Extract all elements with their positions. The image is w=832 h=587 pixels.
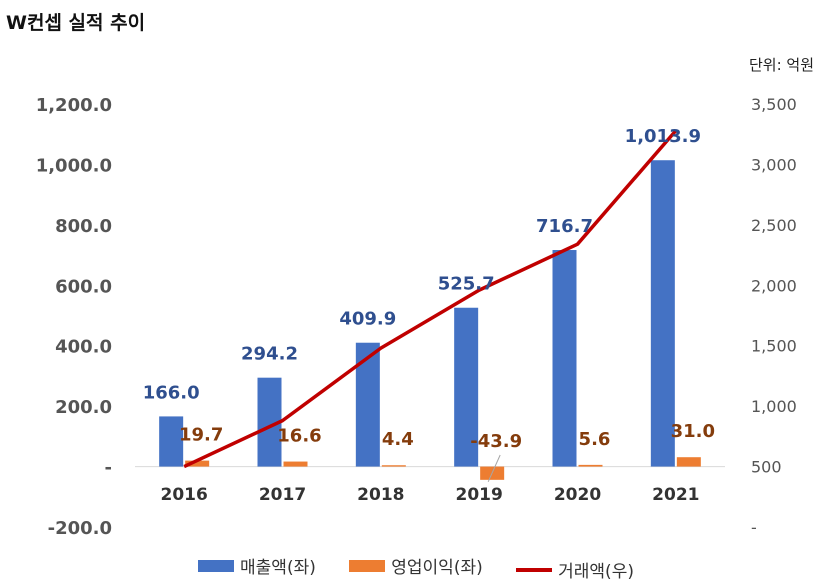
data-label-revenue: 166.0 — [143, 382, 200, 403]
legend-swatch-revenue — [198, 559, 235, 572]
bar-op-income — [578, 464, 603, 467]
legend-label-op-income: 영업이익(좌) — [391, 558, 483, 578]
y-right-tick-label: - — [751, 518, 757, 537]
data-label-op-income: -43.9 — [470, 431, 522, 452]
data-label-op-income: 19.7 — [179, 425, 223, 446]
bar-revenue — [355, 342, 380, 467]
y-right-tick-label: 1,000 — [751, 397, 797, 416]
bar-revenue — [650, 160, 675, 467]
data-label-revenue: 1,013.9 — [625, 126, 701, 147]
x-tick-label: 2017 — [259, 485, 306, 505]
data-label-revenue: 716.7 — [536, 216, 593, 237]
bar-revenue — [159, 416, 184, 467]
x-tick-label: 2018 — [357, 485, 404, 505]
legend: 매출액(좌) 영업이익(좌) 거래액(우) — [0, 553, 832, 582]
bar-op-income — [283, 461, 308, 467]
bar-op-income — [676, 457, 701, 467]
data-label-op-income: 5.6 — [579, 429, 611, 450]
y-right-tick-label: 1,500 — [751, 337, 797, 356]
y-right-tick-label: 500 — [751, 458, 782, 477]
data-label-op-income: 4.4 — [382, 429, 414, 450]
legend-item-revenue: 매출액(좌) — [198, 553, 316, 578]
chart-title: W컨셉 실적 추이 — [6, 12, 146, 34]
legend-item-transaction: 거래액(우) — [516, 557, 634, 582]
y-left-tick-label: - — [105, 458, 112, 479]
data-label-op-income: 31.0 — [671, 421, 715, 442]
data-label-revenue: 525.7 — [438, 274, 495, 295]
legend-label-revenue: 매출액(좌) — [240, 558, 316, 578]
x-tick-label: 2016 — [161, 485, 208, 505]
bar-revenue — [454, 307, 479, 467]
bar-op-income — [381, 465, 406, 467]
y-right-tick-label: 2,500 — [751, 216, 797, 235]
y-left-tick-label: -200.0 — [48, 518, 112, 539]
bar-op-income — [185, 460, 210, 467]
y-left-tick-label: 600.0 — [55, 276, 112, 297]
data-label-revenue: 409.9 — [339, 309, 396, 330]
data-label-op-income: 16.6 — [277, 426, 321, 447]
y-right-tick-label: 3,500 — [751, 95, 797, 114]
x-tick-label: 2020 — [554, 485, 601, 505]
bar-revenue — [552, 250, 577, 467]
data-label-revenue: 294.2 — [241, 344, 298, 365]
y-right-tick-label: 3,000 — [751, 155, 797, 174]
line-transaction — [183, 129, 678, 469]
y-left-tick-label: 800.0 — [55, 216, 112, 237]
data-label-leader — [487, 454, 501, 483]
y-right-tick-label: 2,000 — [751, 276, 797, 295]
y-left-tick-label: 1,200.0 — [36, 95, 112, 116]
y-left-tick-label: 200.0 — [55, 397, 112, 418]
legend-item-op-income: 영업이익(좌) — [349, 553, 483, 578]
y-left-tick-label: 400.0 — [55, 337, 112, 358]
y-left-tick-label: 1,000.0 — [36, 155, 112, 176]
x-tick-label: 2019 — [456, 485, 503, 505]
unit-label: 단위: 억원 — [748, 56, 814, 74]
legend-label-transaction: 거래액(우) — [558, 562, 634, 582]
legend-swatch-transaction — [516, 567, 553, 572]
legend-swatch-op-income — [349, 559, 386, 572]
x-tick-label: 2021 — [652, 485, 699, 505]
